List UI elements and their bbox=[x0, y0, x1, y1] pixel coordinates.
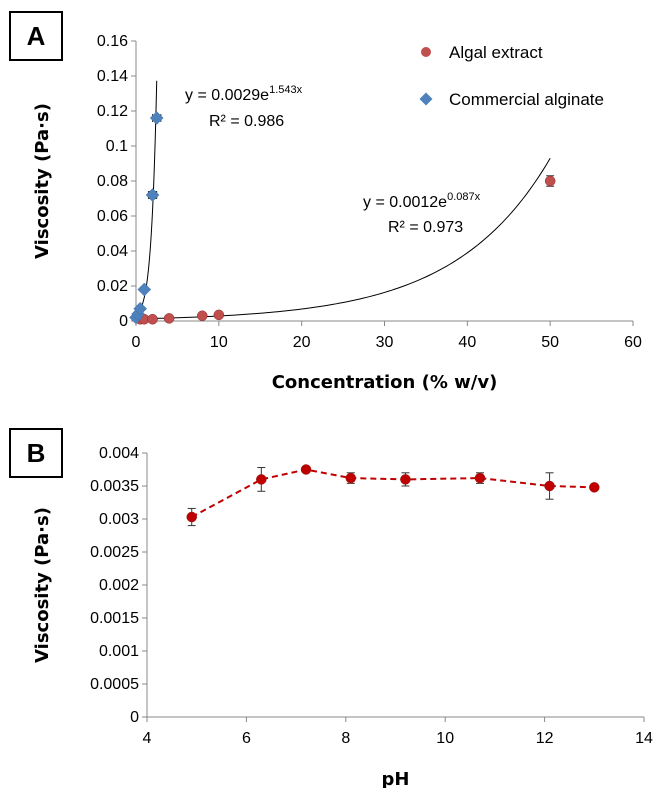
data-point-circle bbox=[186, 511, 197, 523]
y-tick-label: 0 bbox=[130, 709, 139, 726]
y-tick-label: 0.06 bbox=[97, 208, 128, 225]
x-tick-label: 40 bbox=[458, 334, 476, 351]
x-tick-label: 8 bbox=[341, 730, 350, 747]
data-point-circle bbox=[147, 314, 158, 325]
trendline-r2: R² = 0.973 bbox=[388, 219, 463, 236]
y-axis-title: Viscosity (Pa·s) bbox=[32, 103, 53, 259]
panel-letter: B bbox=[27, 438, 46, 468]
legend-label: Commercial alginate bbox=[449, 90, 604, 109]
equation-main: y = 0.0029e bbox=[185, 87, 269, 104]
series-line bbox=[191, 468, 595, 518]
equation-exponent: 1.543x bbox=[269, 84, 303, 96]
x-tick-label: 60 bbox=[624, 334, 642, 351]
y-tick-label: 0.16 bbox=[97, 33, 128, 50]
x-tick-label: 10 bbox=[436, 730, 454, 747]
y-tick-label: 0.04 bbox=[97, 243, 128, 260]
panel-letter: A bbox=[27, 21, 46, 51]
x-tick-label: 6 bbox=[242, 730, 251, 747]
trendline-equation: y = 0.0029e1.543x bbox=[185, 84, 303, 104]
legend-marker-circle bbox=[421, 47, 431, 57]
y-tick-label: 0.02 bbox=[97, 278, 128, 295]
data-point-diamond bbox=[149, 111, 164, 125]
y-tick-label: 0.003 bbox=[99, 511, 139, 528]
x-tick-label: 0 bbox=[132, 334, 141, 351]
y-tick-label: 0.0035 bbox=[90, 478, 139, 495]
data-point-circle bbox=[213, 309, 225, 321]
data-point-circle bbox=[474, 472, 486, 484]
x-tick-label: 14 bbox=[635, 730, 653, 747]
data-point-diamond bbox=[145, 188, 160, 202]
legend-label: Algal extract bbox=[449, 43, 543, 62]
y-tick-label: 0.1 bbox=[106, 138, 128, 155]
x-axis-title: pH bbox=[382, 769, 410, 788]
y-tick-label: 0 bbox=[119, 313, 128, 330]
x-axis-title: Concentration (% w/v) bbox=[272, 372, 498, 393]
y-tick-label: 0.0025 bbox=[90, 544, 139, 561]
legend-marker-diamond bbox=[419, 92, 433, 106]
y-tick-label: 0.08 bbox=[97, 173, 128, 190]
x-tick-label: 12 bbox=[536, 730, 554, 747]
data-point-circle bbox=[163, 313, 175, 324]
y-tick-label: 0.001 bbox=[99, 643, 139, 660]
data-point-circle bbox=[300, 464, 312, 475]
x-tick-label: 30 bbox=[376, 334, 394, 351]
y-axis-title: Viscosity (Pa·s) bbox=[32, 507, 53, 663]
y-tick-label: 0.004 bbox=[99, 445, 139, 462]
data-point-circle bbox=[400, 474, 411, 485]
equation-main: y = 0.0012e bbox=[363, 194, 447, 211]
equation-exponent: 0.087x bbox=[447, 191, 481, 203]
y-tick-label: 0.12 bbox=[97, 103, 128, 120]
data-point-diamond bbox=[133, 301, 147, 316]
data-point-diamond bbox=[137, 282, 152, 297]
trendline-equation: y = 0.0012e0.087x bbox=[363, 191, 481, 211]
y-tick-label: 0.002 bbox=[99, 577, 139, 594]
panel-badge bbox=[9, 11, 63, 61]
y-tick-label: 0.0005 bbox=[90, 676, 139, 693]
data-point-circle bbox=[197, 310, 208, 321]
trendline bbox=[135, 158, 551, 320]
panel-badge bbox=[9, 428, 63, 478]
data-point-circle bbox=[589, 482, 600, 493]
x-tick-label: 50 bbox=[541, 334, 559, 351]
x-tick-label: 10 bbox=[210, 334, 228, 351]
trendline-r2: R² = 0.986 bbox=[209, 113, 284, 130]
data-point-circle bbox=[544, 175, 556, 187]
x-tick-label: 20 bbox=[293, 334, 311, 351]
y-tick-label: 0.14 bbox=[97, 68, 128, 85]
y-tick-label: 0.0015 bbox=[90, 610, 139, 627]
data-point-circle bbox=[345, 472, 357, 484]
x-tick-label: 4 bbox=[143, 730, 152, 747]
data-point-circle bbox=[544, 480, 555, 492]
data-point-circle bbox=[256, 474, 267, 485]
